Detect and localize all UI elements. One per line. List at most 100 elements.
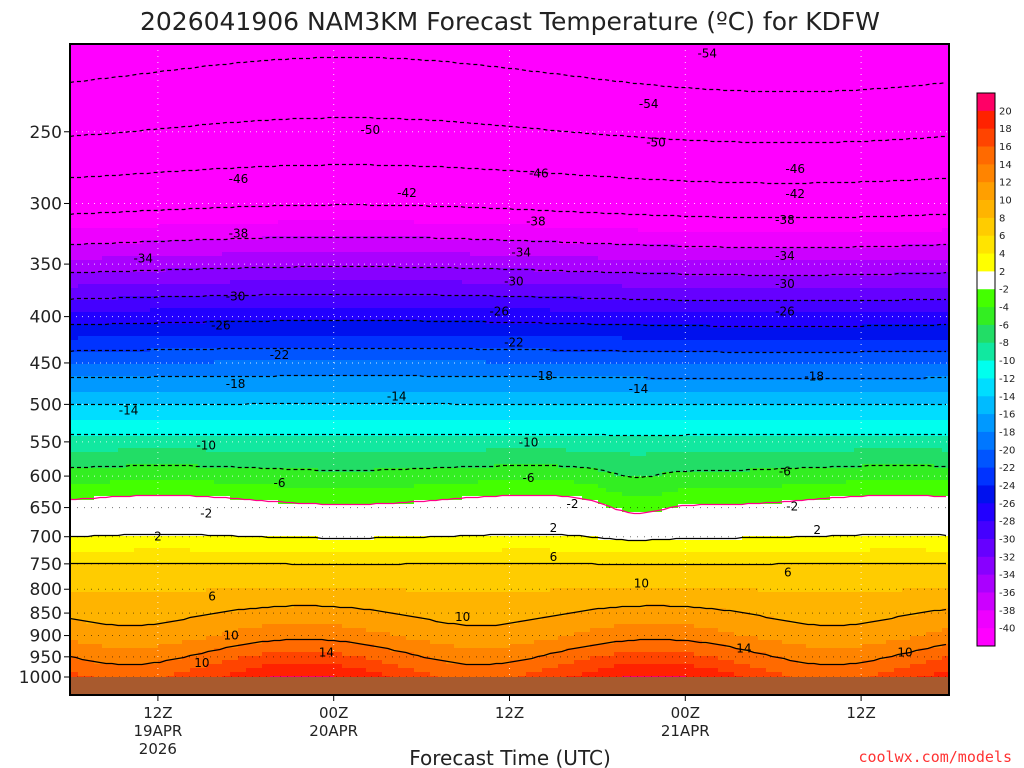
- field-cell: [278, 584, 287, 589]
- field-cell: [206, 160, 215, 165]
- field-cell: [110, 384, 119, 389]
- field-cell: [246, 180, 255, 185]
- field-cell: [134, 456, 143, 461]
- field-cell: [214, 188, 223, 193]
- field-cell: [286, 376, 295, 381]
- field-cell: [70, 416, 79, 421]
- field-cell: [254, 464, 263, 469]
- field-cell: [246, 472, 255, 477]
- field-cell: [150, 232, 159, 237]
- field-cell: [190, 252, 199, 257]
- field-cell: [198, 556, 207, 561]
- field-cell: [166, 344, 175, 349]
- field-cell: [198, 320, 207, 325]
- field-cell: [190, 240, 199, 245]
- field-cell: [174, 92, 183, 97]
- field-cell: [262, 584, 271, 589]
- field-cell: [166, 448, 175, 453]
- field-cell: [206, 440, 215, 445]
- field-cell: [294, 136, 303, 141]
- field-cell: [270, 128, 279, 133]
- field-cell: [174, 68, 183, 73]
- field-cell: [286, 48, 295, 53]
- field-cell: [78, 384, 87, 389]
- field-cell: [126, 512, 135, 517]
- field-cell: [318, 220, 327, 225]
- field-cell: [206, 212, 215, 217]
- field-cell: [302, 372, 311, 377]
- field-cell: [118, 44, 127, 49]
- field-cell: [190, 568, 199, 573]
- field-cell: [110, 452, 119, 457]
- field-cell: [190, 552, 199, 557]
- field-cell: [102, 428, 111, 433]
- field-cell: [222, 612, 231, 617]
- field-cell: [262, 100, 271, 105]
- field-cell: [118, 176, 127, 181]
- field-cell: [214, 444, 223, 449]
- field-cell: [206, 112, 215, 117]
- field-cell: [206, 360, 215, 365]
- field-cell: [78, 272, 87, 277]
- field-cell: [310, 304, 319, 309]
- field-cell: [198, 168, 207, 173]
- field-cell: [166, 632, 175, 637]
- field-cell: [206, 120, 215, 125]
- field-cell: [294, 108, 303, 113]
- field-cell: [190, 360, 199, 365]
- field-cell: [230, 528, 239, 533]
- field-cell: [78, 320, 87, 325]
- field-cell: [294, 392, 303, 397]
- field-cell: [126, 612, 135, 617]
- field-cell: [206, 276, 215, 281]
- field-cell: [94, 604, 103, 609]
- field-cell: [94, 628, 103, 633]
- field-cell: [142, 192, 151, 197]
- field-cell: [254, 536, 263, 541]
- field-cell: [70, 240, 79, 245]
- field-cell: [118, 360, 127, 365]
- field-cell: [134, 404, 143, 409]
- field-cell: [286, 284, 295, 289]
- field-cell: [142, 180, 151, 185]
- field-cell: [206, 548, 215, 553]
- field-cell: [150, 508, 159, 513]
- field-cell: [150, 76, 159, 81]
- field-cell: [286, 656, 295, 661]
- field-cell: [102, 660, 111, 665]
- field-cell: [118, 676, 127, 678]
- field-cell: [78, 604, 87, 609]
- field-cell: [166, 440, 175, 445]
- field-cell: [102, 144, 111, 149]
- field-cell: [214, 656, 223, 661]
- field-cell: [254, 344, 263, 349]
- field-cell: [118, 672, 127, 677]
- field-cell: [78, 372, 87, 377]
- field-cell: [70, 228, 79, 233]
- field-cell: [158, 540, 167, 545]
- field-cell: [198, 196, 207, 201]
- field-cell: [102, 492, 111, 497]
- field-cell: [254, 108, 263, 113]
- field-cell: [262, 524, 271, 529]
- field-cell: [222, 452, 231, 457]
- field-cell: [158, 172, 167, 177]
- field-cell: [302, 580, 311, 585]
- field-cell: [182, 224, 191, 229]
- field-cell: [158, 296, 167, 301]
- field-cell: [174, 632, 183, 637]
- field-cell: [262, 628, 271, 633]
- field-cell: [246, 612, 255, 617]
- field-cell: [134, 104, 143, 109]
- field-cell: [174, 672, 183, 677]
- field-cell: [302, 380, 311, 385]
- field-cell: [206, 480, 215, 485]
- field-cell: [254, 596, 263, 601]
- field-cell: [214, 328, 223, 333]
- field-cell: [134, 112, 143, 117]
- field-cell: [222, 392, 231, 397]
- field-cell: [270, 468, 279, 473]
- field-cell: [182, 180, 191, 185]
- field-cell: [86, 408, 95, 413]
- field-cell: [118, 260, 127, 265]
